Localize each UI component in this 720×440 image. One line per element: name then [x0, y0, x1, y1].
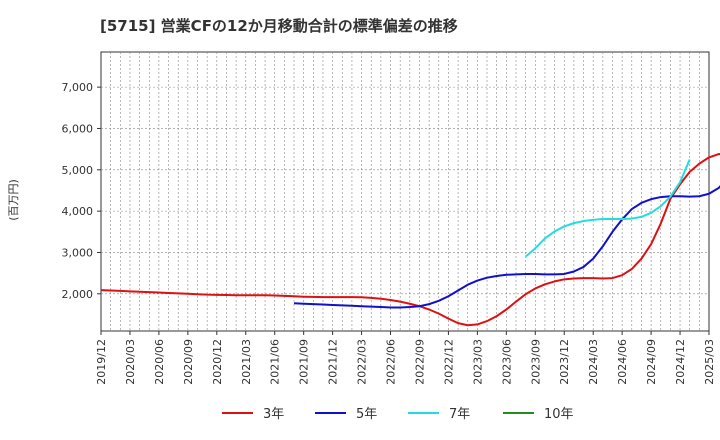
- x-tick-label: 2023/06: [500, 339, 513, 385]
- y-axis: 2,000 3,000 4,000 5,000 6,000 7,000: [62, 81, 101, 301]
- x-tick-label: 2023/09: [529, 339, 542, 385]
- x-tick-label: 2020/03: [124, 339, 137, 385]
- legend-label-2: 7年: [449, 407, 470, 422]
- x-tick-label: 2020/06: [153, 339, 166, 385]
- y-tick-label: 4,000: [62, 205, 94, 218]
- x-tick-label: 2021/03: [240, 339, 253, 385]
- x-tick-label: 2024/06: [616, 339, 629, 385]
- x-tick-label: 2020/12: [211, 339, 224, 385]
- legend-label-3: 10年: [544, 407, 574, 422]
- plot-area: [100, 51, 710, 332]
- y-tick-label: 6,000: [62, 122, 94, 135]
- y-tick-label: 3,000: [62, 246, 94, 259]
- x-tick-label: 2022/12: [442, 339, 455, 385]
- plot-frame: [100, 51, 710, 332]
- legend: 3年 5年 7年 10年: [222, 407, 574, 422]
- x-tick-label: 2021/06: [269, 339, 282, 385]
- x-tick-label: 2022/09: [413, 339, 426, 385]
- x-tick-label: 2021/12: [327, 339, 340, 385]
- x-tick-label: 2022/06: [385, 339, 398, 385]
- legend-label-0: 3年: [263, 407, 284, 422]
- x-tick-label: 2024/09: [645, 339, 658, 385]
- x-tick-label: 2024/03: [587, 339, 600, 385]
- x-tick-label: 2022/03: [356, 339, 369, 385]
- x-tick-label: 2019/12: [95, 339, 108, 385]
- series-line-1: [293, 185, 720, 309]
- y-tick-label: 7,000: [62, 81, 94, 94]
- series-layer: [100, 152, 720, 327]
- x-tick-label: 2020/09: [182, 339, 195, 385]
- x-tick-label: 2021/09: [298, 339, 311, 385]
- x-tick-label: 2023/12: [558, 339, 571, 385]
- chart-title: [5715] 営業CFの12か月移動合計の標準偏差の推移: [100, 17, 458, 35]
- x-axis: 2019/12 2020/03 2020/06 2020/09 2020/12 2021/…: [95, 331, 716, 385]
- y-tick-label: 5,000: [62, 164, 94, 177]
- x-tick-label: 2024/12: [674, 339, 687, 385]
- series-line-2: [524, 159, 691, 258]
- series-line-0: [100, 152, 720, 327]
- x-tick-label: 2025/03: [703, 339, 716, 385]
- y-tick-label: 2,000: [62, 288, 94, 301]
- x-tick-label: 2023/03: [471, 339, 484, 385]
- legend-label-1: 5年: [356, 407, 377, 422]
- y-axis-label: (百万円): [7, 179, 20, 221]
